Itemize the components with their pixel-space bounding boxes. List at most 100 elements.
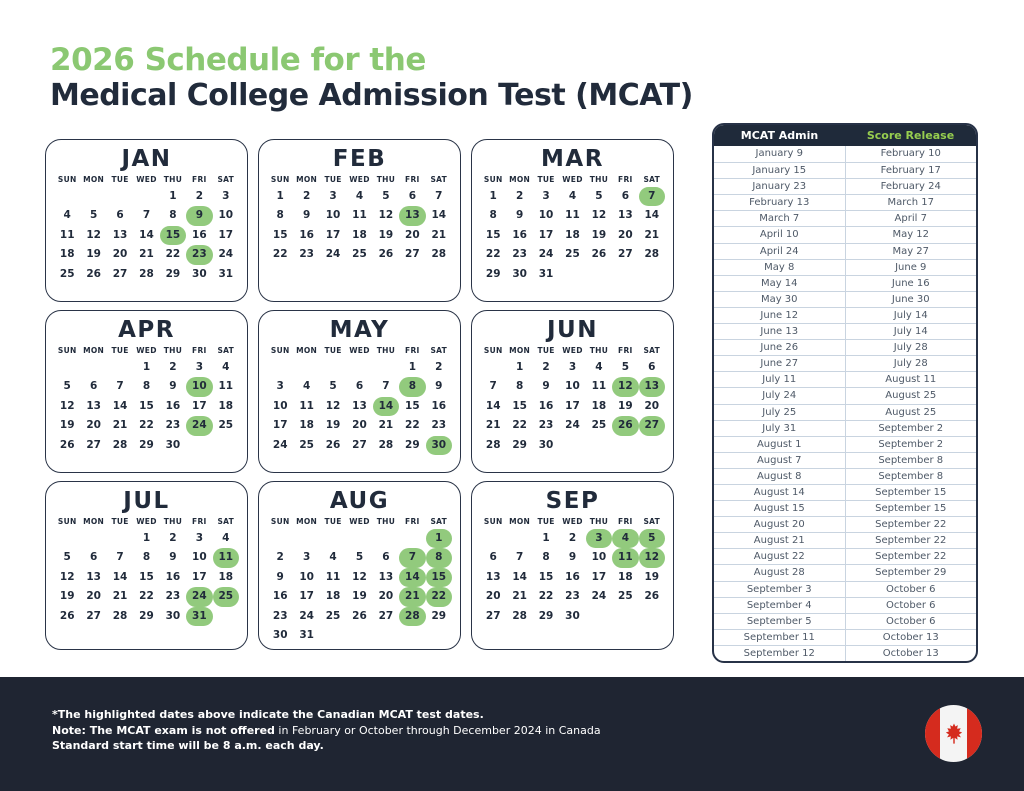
score-date-cell: October 6 (885, 599, 936, 611)
schedule-table-header: MCAT Admin Score Release (714, 125, 976, 146)
calendar-apr: APR SUN MON TUE WED THU FRI SAT 1 2 3 4 5 6 7 8 9 10 11 12 1… (45, 310, 248, 473)
month-title: AUG (329, 488, 390, 514)
day-cell: 7 (435, 190, 443, 202)
day-cell: 19 (59, 590, 75, 603)
day-grid: 1 2 3 4 5 6 7 8 9 10 11 12 13 14 15 16 17 18 19 20 21 22 23 24 2… (54, 529, 239, 626)
score-date-cell: May 27 (892, 245, 930, 257)
day-cell: 17 (565, 399, 580, 412)
day-cell: 7 (142, 209, 151, 222)
admin-date-cell: March 7 (714, 211, 846, 227)
admin-date-cell: September 5 (714, 613, 846, 629)
day-cell: 17 (218, 228, 234, 241)
day-cell: 31 (218, 267, 234, 280)
day-cell: 5 (595, 190, 603, 202)
day-cell: 18 (352, 228, 367, 241)
day-cell: 16 (165, 570, 181, 583)
day-cell: 12 (378, 209, 394, 222)
day-cell: 9 (568, 551, 577, 564)
day-cell: 22 (165, 248, 181, 261)
score-date-cell: May 12 (892, 229, 930, 241)
weekday-label: MON (296, 175, 318, 184)
table-row: April 24 May 27 (714, 242, 976, 259)
day-cell: 12 (325, 399, 341, 412)
day-cell: 30 (565, 609, 580, 622)
day-cell: 30 (165, 438, 181, 451)
score-date-cell: June 16 (891, 277, 930, 289)
table-row: September 4 October 6 (714, 596, 976, 613)
admin-date-cell: September 4 (714, 597, 846, 613)
day-cell: 10 (299, 570, 314, 583)
weekday-label: TUE (111, 175, 129, 184)
day-cell: 16 (165, 399, 181, 412)
test-date-cell: 24 (186, 587, 213, 607)
weekday-label: SUN (483, 175, 503, 184)
test-date-cell: 21 (399, 587, 426, 607)
admin-date-cell: April 24 (714, 243, 846, 259)
test-date-cell: 15 (159, 225, 187, 246)
test-date-cell: 14 (372, 396, 400, 417)
score-date-cell: August 25 (885, 406, 937, 418)
score-date-cell: April 7 (894, 213, 927, 225)
day-cell: 2 (195, 190, 203, 202)
weekday-label: SUN (270, 346, 290, 355)
day-cell: 10 (218, 209, 234, 222)
calendar-sep: SEP SUN MON TUE WED THU FRI SAT 1 2 3 4 5 6 7 8 9 10 11 12 1… (471, 481, 674, 650)
test-date-cell: 31 (186, 606, 213, 626)
day-cell: 19 (591, 228, 607, 241)
score-date-cell: August 11 (885, 374, 937, 386)
weekday-label: THU (589, 346, 609, 355)
day-cell: 19 (378, 228, 394, 241)
footnote-line-1: *The highlighted dates above indicate th… (52, 708, 484, 721)
admin-date-cell: June 26 (714, 340, 846, 356)
weekday-label: SAT (430, 517, 448, 526)
weekday-label: THU (589, 517, 609, 526)
month-title: JAN (121, 146, 172, 172)
weekday-label: MON (296, 346, 318, 355)
weekday-label: TUE (324, 346, 342, 355)
day-cell: 4 (222, 361, 230, 373)
day-cell: 27 (112, 267, 128, 280)
day-cell: 2 (515, 190, 524, 202)
score-date-cell: September 2 (878, 422, 944, 434)
day-cell: 24 (299, 609, 314, 622)
weekday-label: THU (376, 175, 396, 184)
admin-date-cell: August 14 (714, 484, 846, 501)
weekday-label: WED (136, 346, 157, 355)
day-grid: 1 2 3 4 5 6 7 8 9 10 11 12 13 14 15 16 17 18 19 20 21 22 23 24 2… (267, 187, 452, 265)
canada-flag-icon (925, 705, 982, 762)
table-row: May 30 June 30 (714, 290, 976, 307)
empty-cell (267, 529, 293, 548)
day-cell: 17 (325, 228, 341, 241)
day-cell: 20 (86, 419, 101, 432)
weekday-label: THU (589, 175, 609, 184)
day-cell: 3 (302, 551, 311, 564)
day-cell: 19 (59, 419, 75, 432)
day-cell: 13 (485, 570, 501, 583)
day-cell: 2 (568, 532, 577, 544)
test-date-cell: 4 (612, 529, 639, 549)
day-cell: 14 (139, 228, 154, 241)
day-cell: 13 (86, 570, 101, 583)
day-cell: 26 (86, 267, 101, 280)
day-cell: 15 (512, 399, 527, 412)
schedule-table: MCAT Admin Score Release January 9 Februa… (712, 123, 978, 663)
weekday-label: WED (136, 517, 157, 526)
day-cell: 25 (591, 419, 607, 432)
day-cell: 19 (325, 419, 341, 432)
day-cell: 18 (218, 399, 234, 412)
day-cell: 6 (382, 551, 390, 564)
table-row: March 7 April 7 (714, 210, 976, 227)
day-cell: 1 (276, 190, 284, 202)
weekday-label: TUE (324, 175, 342, 184)
day-cell: 1 (142, 361, 151, 373)
day-cell: 22 (272, 248, 288, 261)
day-cell: 16 (565, 570, 580, 583)
test-date-cell: 7 (638, 187, 665, 207)
score-date-cell: July 28 (893, 342, 928, 354)
admin-date-cell: June 12 (714, 307, 846, 324)
day-cell: 21 (112, 590, 128, 603)
footnotes: *The highlighted dates above indicate th… (52, 707, 601, 754)
day-cell: 4 (63, 209, 71, 222)
weekday-label: TUE (111, 517, 129, 526)
